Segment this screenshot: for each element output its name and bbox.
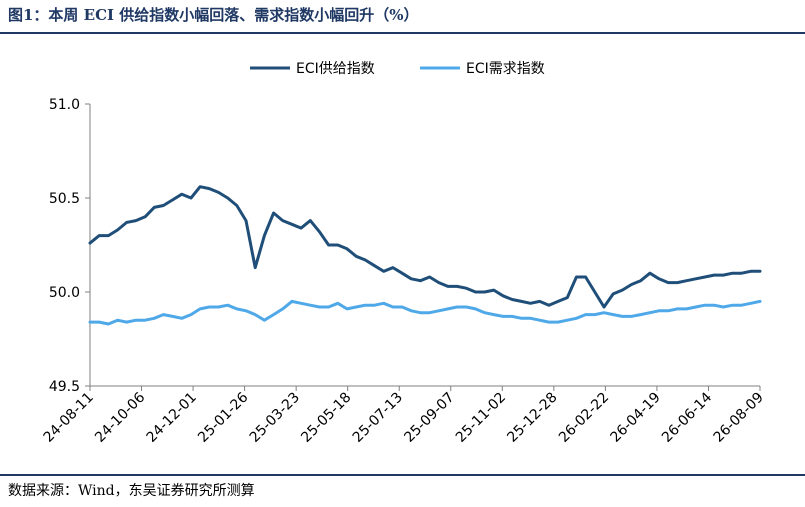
x-tick-label: 25-09-07: [401, 390, 457, 446]
x-tick-label: 24-10-06: [92, 389, 148, 445]
y-tick-label: 51.0: [49, 97, 80, 113]
y-tick-label: 49.5: [49, 379, 80, 395]
x-tick-label: 25-03-23: [247, 390, 303, 446]
series-line-demand: [88, 299, 762, 326]
x-tick-label: 24-08-11: [41, 390, 97, 446]
x-tick-label: 25-07-13: [350, 390, 406, 446]
x-tick-label: 25-11-02: [453, 390, 509, 446]
legend-label-demand: ECI需求指数: [466, 61, 545, 77]
y-tick-label: 50.0: [49, 285, 80, 301]
legend: ECI供给指数 ECI需求指数: [250, 61, 545, 77]
x-tick-label: 26-06-14: [659, 389, 715, 445]
axes: 49.5 50.0 50.5 51.0 24-08-1124-10-0624-12-01…: [41, 97, 767, 446]
x-tick-label: 25-05-18: [298, 390, 354, 446]
line-chart: ECI供给指数 ECI需求指数 49.5 50.0 50.5 51.0 24-08-11…: [41, 61, 767, 446]
figure-title: 图1：本周 ECI 供给指数小幅回落、需求指数小幅回升（%）: [8, 6, 419, 24]
legend-label-supply: ECI供给指数: [296, 61, 375, 77]
series-layer: [88, 185, 762, 326]
source-note: 数据来源：Wind，东吴证券研究所测算: [8, 483, 255, 499]
x-tick-label: 26-08-09: [711, 390, 767, 446]
title-rule: [0, 32, 805, 34]
y-tick-label: 50.5: [49, 191, 80, 207]
x-tick-label: 24-12-01: [144, 390, 200, 446]
x-tick-label: 25-01-26: [195, 389, 251, 445]
series-line-supply: [88, 185, 762, 309]
x-tick-label: 26-02-22: [556, 390, 612, 446]
x-tick-label: 26-04-19: [608, 390, 664, 446]
x-tick-label: 25-12-28: [504, 390, 560, 446]
bottom-rule: [0, 474, 805, 476]
